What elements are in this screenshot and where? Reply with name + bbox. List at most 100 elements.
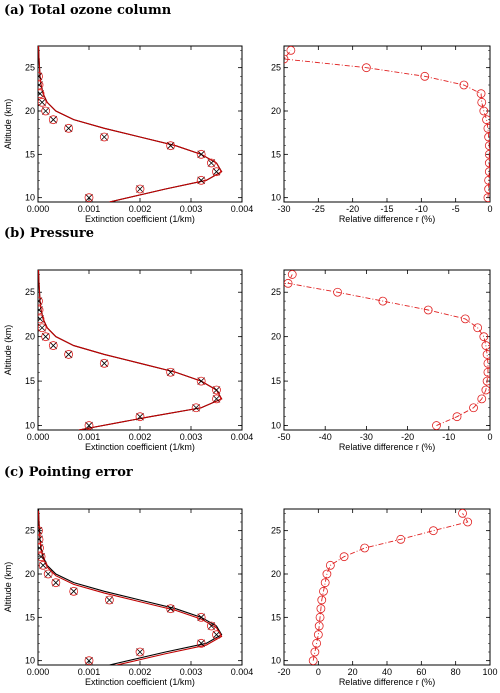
x-tick-label: 0.001: [78, 667, 101, 677]
cross-marker: [212, 167, 221, 176]
circle-marker: [84, 421, 94, 430]
circle-marker: [319, 586, 328, 596]
circle-marker: [310, 647, 320, 657]
circle-marker: [423, 305, 433, 315]
circle-marker: [333, 287, 342, 297]
y-tick-label: 20: [25, 569, 35, 579]
circle-marker: [482, 115, 490, 125]
x-tick-label: 0.001: [78, 432, 101, 442]
circle-marker: [38, 543, 44, 553]
x-axis-label: Relative difference r (%): [339, 677, 435, 687]
x-tick-label: 0.001: [78, 204, 101, 214]
circle-marker: [64, 350, 73, 359]
circle-marker: [317, 595, 327, 605]
x-tick-label: 0.000: [27, 432, 50, 442]
circle-marker: [105, 595, 114, 605]
data-layer: [38, 46, 223, 202]
x-tick-label: 0: [316, 667, 321, 677]
circle-marker: [360, 543, 370, 553]
y-tick-label: 20: [271, 569, 281, 579]
circle-marker: [196, 376, 206, 386]
circle-marker: [38, 323, 47, 333]
circle-marker: [38, 97, 47, 107]
circle-marker: [38, 552, 46, 562]
circle-marker: [99, 358, 109, 368]
plot-frame: [283, 508, 491, 666]
circle-marker: [483, 367, 490, 377]
cross-marker: [166, 141, 175, 150]
data-layer: [38, 509, 223, 665]
circle-marker: [38, 80, 44, 90]
circle-marker: [51, 578, 61, 588]
circle-marker: [473, 323, 483, 333]
y-axis-label: Altitude (km): [3, 562, 13, 613]
cross-marker: [166, 604, 175, 613]
circle-marker: [84, 656, 94, 665]
x-tick-label: -30: [360, 432, 373, 442]
series-line-1: [284, 50, 490, 198]
x-tick-label: -50: [277, 432, 290, 442]
circle-marker: [314, 621, 324, 631]
row-title: (b) Pressure: [4, 226, 94, 241]
circle-marker: [84, 193, 94, 202]
cross-marker: [166, 368, 175, 377]
circle-marker: [135, 184, 145, 194]
y-tick-label: 20: [271, 106, 281, 116]
y-tick-label: 10: [271, 193, 281, 203]
cross-marker: [197, 613, 205, 622]
x-tick-label: 0.002: [129, 667, 152, 677]
circle-marker: [38, 296, 43, 306]
y-tick-label: 25: [271, 526, 281, 536]
series-line-1: [312, 513, 469, 661]
circle-marker: [315, 612, 325, 622]
circle-marker: [64, 123, 73, 133]
cross-marker: [41, 107, 50, 115]
plot-frame: [283, 269, 491, 431]
circle-marker: [284, 54, 289, 64]
circle-marker: [483, 358, 490, 368]
cross-marker: [49, 115, 58, 124]
x-tick-label: 0.004: [231, 667, 254, 677]
circle-marker: [458, 509, 467, 518]
x-axis-label: Relative difference r (%): [339, 214, 435, 224]
circle-marker: [481, 385, 490, 395]
x-tick-label: -15: [380, 204, 393, 214]
circle-marker: [38, 314, 45, 324]
circle-marker: [320, 578, 330, 588]
panel-5: (c) Pointing error 0.000 0.001 0.002 0.003 0.…: [3, 465, 253, 687]
x-tick-label: -25: [312, 204, 325, 214]
circle-marker: [38, 526, 43, 536]
circle-marker: [312, 638, 322, 648]
cross-marker: [38, 535, 43, 544]
cross-marker: [197, 176, 205, 185]
x-tick-label: -5: [452, 204, 460, 214]
circle-marker: [463, 517, 473, 527]
x-tick-label: 0.004: [231, 432, 254, 442]
panel-4: -50 -40 -30 -20 -10 0 10 15 20 25 Relative differe…: [271, 269, 493, 452]
circle-marker: [482, 376, 490, 386]
circle-marker: [339, 552, 349, 562]
cross-marker: [38, 306, 43, 314]
cross-marker: [64, 124, 73, 133]
circle-marker: [420, 71, 430, 81]
circle-marker: [38, 71, 43, 81]
cross-marker: [136, 648, 144, 656]
y-tick-label: 10: [25, 193, 35, 203]
circle-marker: [428, 526, 438, 536]
x-tick-label: 100: [482, 667, 497, 677]
x-tick-label: 0: [487, 432, 492, 442]
y-tick-label: 20: [25, 332, 35, 342]
cross-marker: [207, 159, 216, 167]
cross-marker: [197, 150, 205, 159]
circle-marker: [484, 175, 490, 185]
cross-marker: [85, 421, 93, 430]
circle-marker: [479, 106, 489, 116]
x-tick-label: 20: [348, 667, 358, 677]
circle-marker: [484, 141, 490, 151]
cross-marker: [38, 72, 43, 81]
cross-marker: [64, 350, 73, 359]
x-axis-label: Extinction coefficient (1/km): [85, 214, 195, 224]
cross-marker: [39, 561, 47, 570]
circle-marker: [469, 403, 478, 413]
cross-marker: [38, 81, 43, 89]
